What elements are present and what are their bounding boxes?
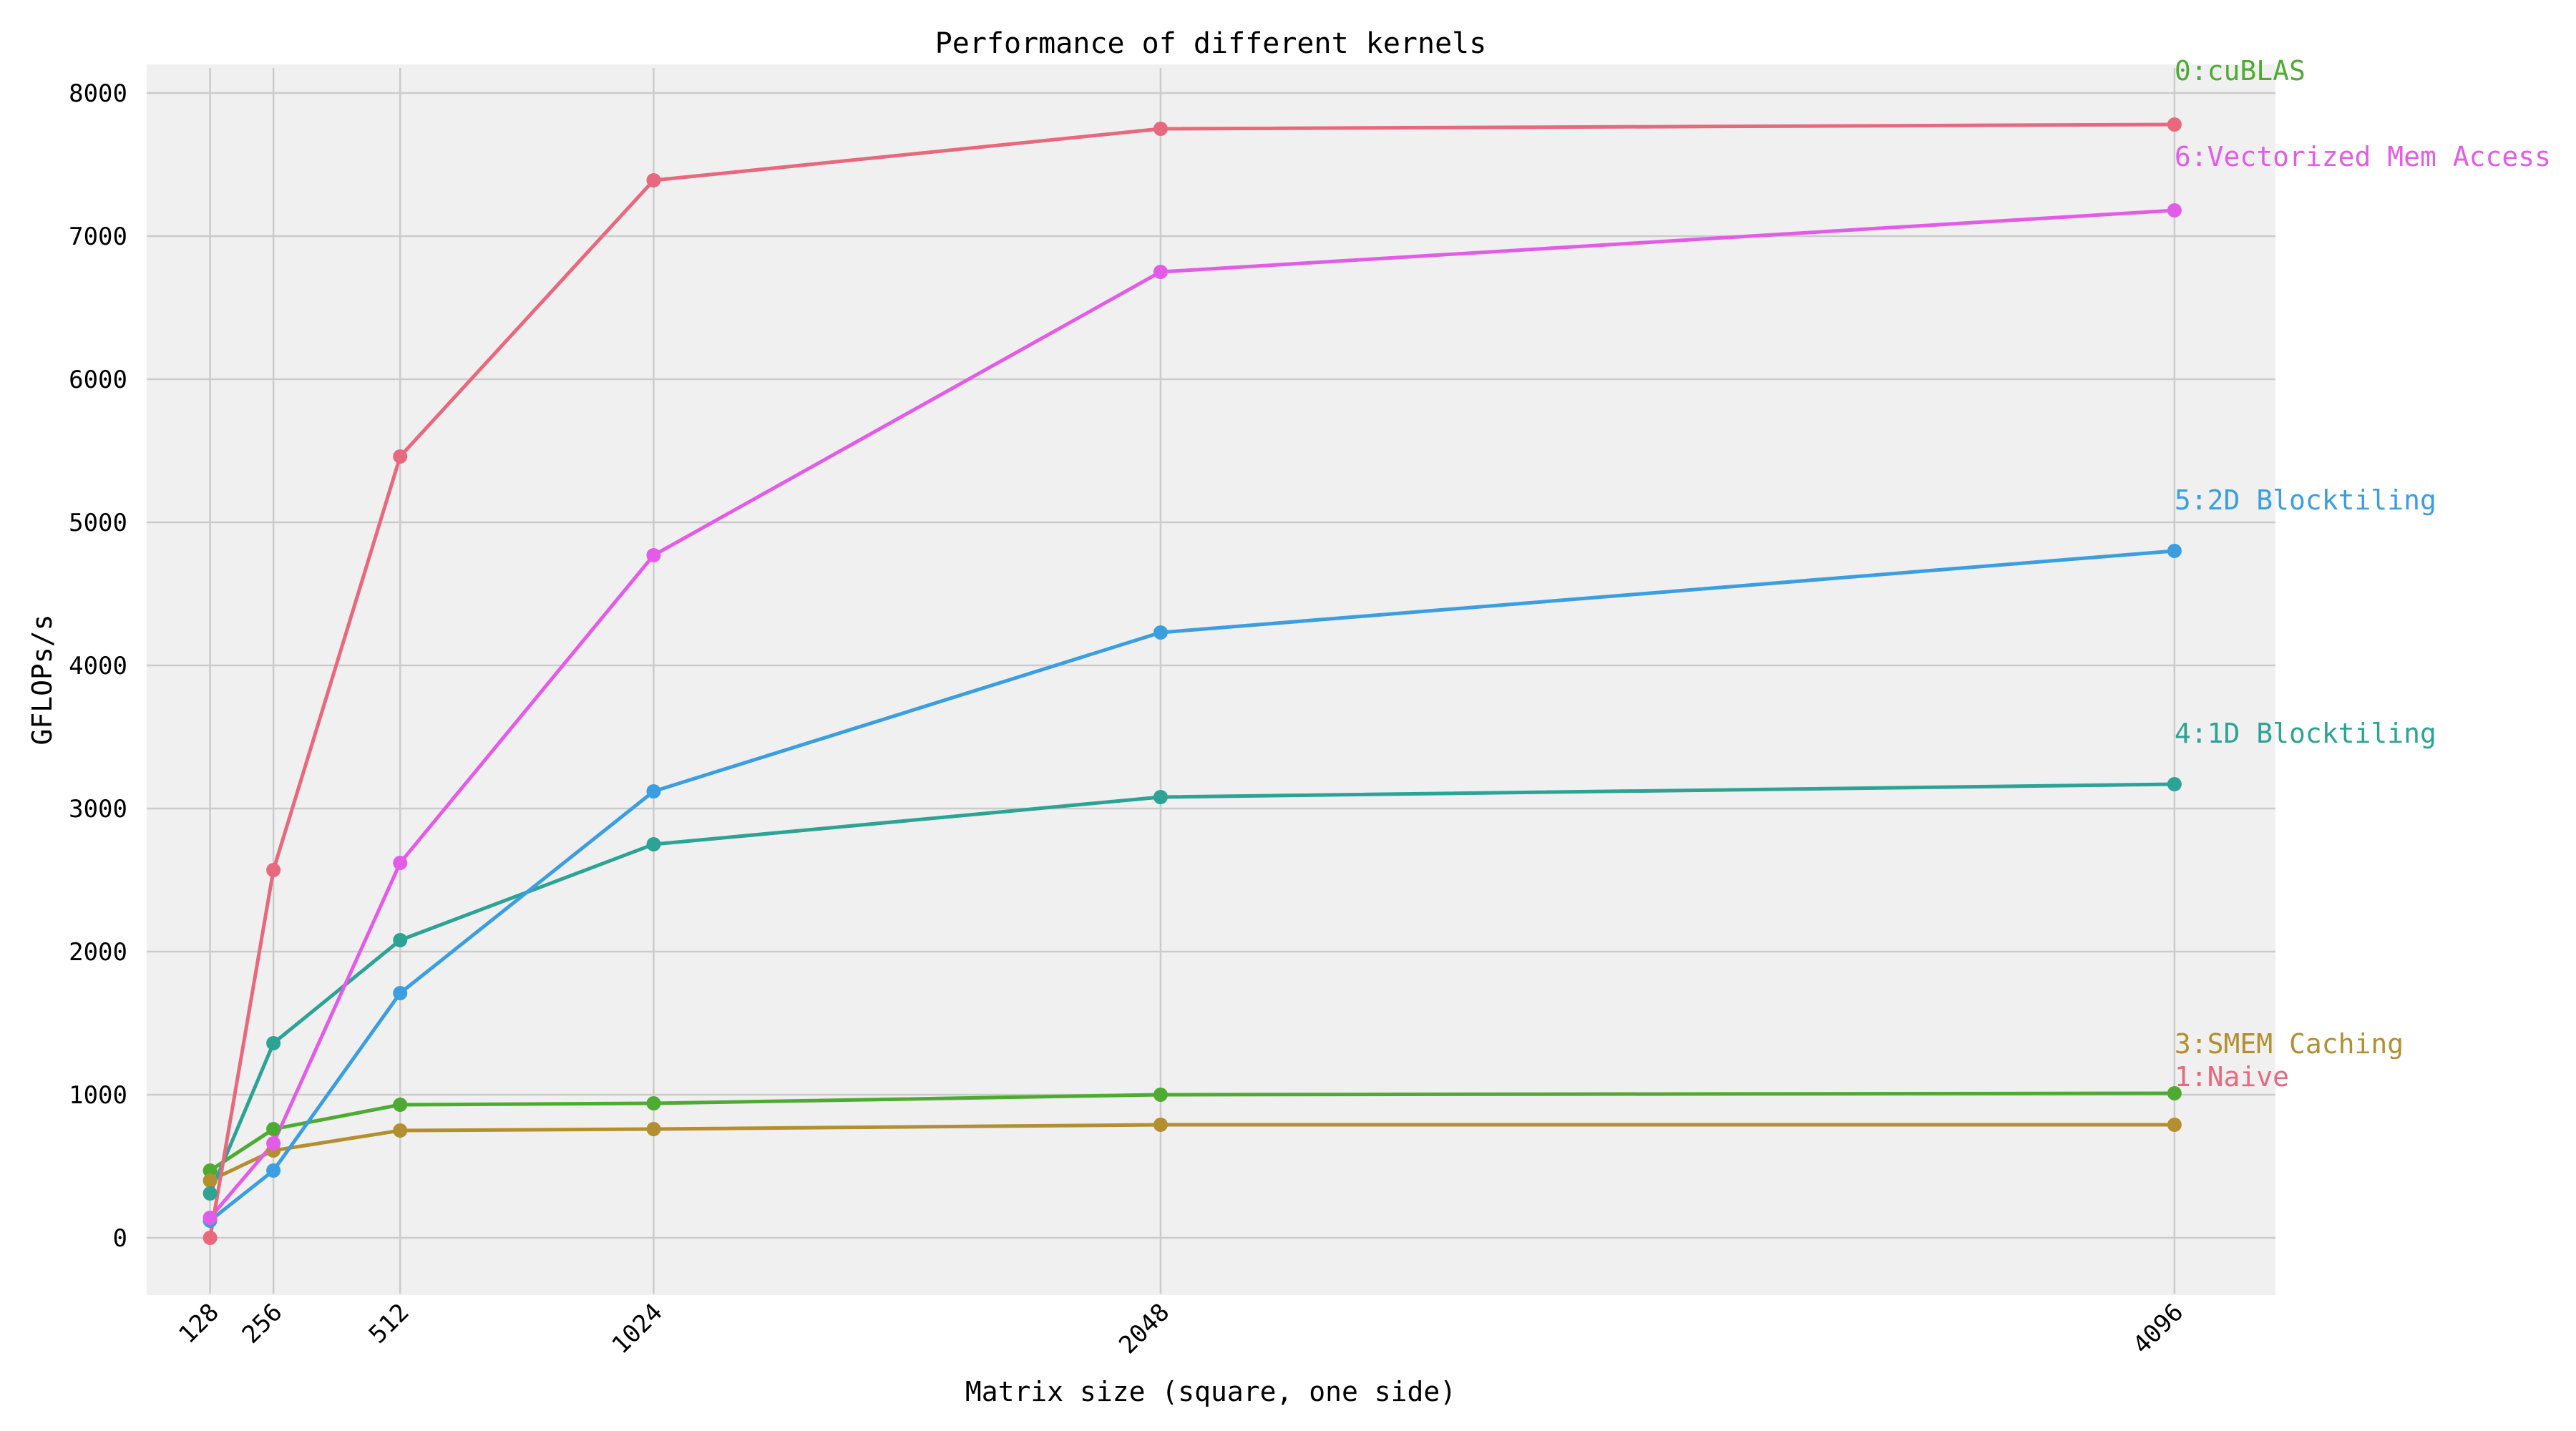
data-point: [393, 449, 408, 464]
data-point: [266, 1036, 281, 1050]
data-point: [1153, 1118, 1168, 1132]
series-line: [209, 549, 2175, 1222]
series-label: 3:SMEM Caching: [2175, 1028, 2404, 1060]
data-point: [646, 548, 661, 562]
series-label: 5:2D Blocktiling: [2175, 484, 2436, 516]
data-point: [203, 1163, 218, 1178]
y-tick-label: 6000: [69, 366, 127, 394]
data-point: [2167, 203, 2182, 218]
y-tick-label: 4000: [69, 652, 127, 680]
x-tick-label: 128: [173, 1298, 225, 1349]
data-point: [2167, 1086, 2182, 1100]
x-tick-label: 256: [237, 1298, 288, 1349]
data-point: [393, 933, 408, 947]
series-line: [209, 1091, 2175, 1173]
series-labels: 0:cuBLAS 6:Vectorized Mem Access 5:2D Bloc…: [2175, 55, 2551, 1093]
data-point: [2167, 1118, 2182, 1132]
data-point: [646, 173, 661, 187]
y-tick-label: 8000: [69, 79, 127, 108]
series-label: 0:cuBLAS: [2175, 55, 2306, 87]
chart-title: Performance of different kernels: [935, 27, 1487, 60]
data-point: [203, 1211, 218, 1225]
series-line: [208, 122, 2175, 1239]
data-point: [393, 856, 408, 870]
data-point: [393, 1123, 408, 1138]
y-tick-label: 0: [113, 1224, 127, 1253]
y-tick-label: 3000: [69, 795, 127, 824]
data-point: [266, 1122, 281, 1136]
data-point: [646, 837, 661, 851]
x-tick-label: 4096: [2127, 1298, 2189, 1359]
data-point: [393, 986, 408, 1000]
data-point: [266, 1136, 281, 1151]
series-points: [203, 117, 2182, 1245]
data-point: [203, 1186, 218, 1201]
data-point: [1153, 625, 1168, 640]
x-tick-label: 1024: [607, 1298, 668, 1359]
data-point: [1153, 1088, 1168, 1102]
data-point: [1153, 122, 1168, 136]
series-label: 1:Naive: [2175, 1061, 2289, 1093]
y-axis-label: GFLOPs/s: [26, 614, 58, 745]
x-axis-label: Matrix size (square, one side): [965, 1376, 1456, 1407]
series-label: 4:1D Blocktiling: [2175, 718, 2436, 749]
x-tick-label: 2048: [1113, 1298, 1175, 1359]
plot-area: [147, 64, 2275, 1295]
y-tick-label: 5000: [69, 509, 127, 537]
data-point: [266, 1163, 281, 1178]
data-point: [1153, 790, 1168, 804]
data-point: [2167, 544, 2182, 558]
series-lines: [208, 122, 2175, 1239]
x-tick-label: 512: [364, 1298, 415, 1349]
y-tick-label: 2000: [69, 938, 127, 967]
series-line: [208, 208, 2175, 1219]
data-point: [203, 1173, 218, 1188]
y-tick-label: 7000: [69, 223, 127, 251]
data-point: [2167, 777, 2182, 791]
data-point: [266, 863, 281, 877]
data-point: [646, 1096, 661, 1110]
data-point: [2167, 117, 2182, 132]
data-point: [646, 784, 661, 798]
y-tick-label: 1000: [69, 1081, 127, 1110]
data-point: [393, 1098, 408, 1112]
data-point: [203, 1231, 218, 1245]
data-point: [646, 1122, 661, 1136]
series-label: 6:Vectorized Mem Access: [2175, 141, 2551, 172]
data-point: [1153, 265, 1168, 279]
